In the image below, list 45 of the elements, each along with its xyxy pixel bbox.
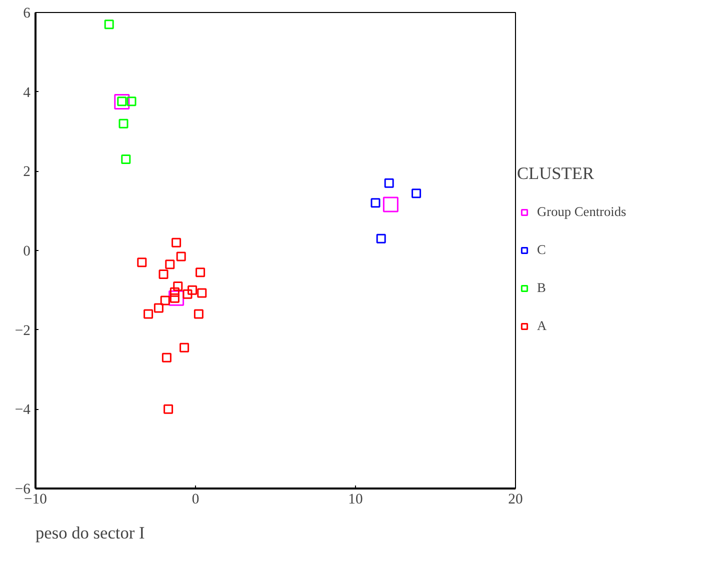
y-tick-label: −4 — [14, 402, 32, 418]
legend-title: CLUSTER — [517, 164, 596, 184]
point — [144, 309, 154, 319]
y-tick-label: −6 — [14, 482, 30, 498]
point — [126, 96, 136, 106]
point — [170, 287, 180, 297]
point — [118, 118, 128, 128]
legend-label: B — [537, 280, 547, 296]
y-tick-label: −2 — [14, 322, 30, 339]
x-tick-label: 0 — [192, 492, 200, 508]
point — [121, 154, 131, 164]
point — [412, 188, 422, 198]
point — [376, 234, 386, 244]
y-tick-label: 2 — [23, 164, 30, 180]
point — [172, 238, 182, 248]
point — [384, 178, 394, 188]
point — [137, 258, 147, 268]
point — [164, 404, 174, 414]
point — [173, 281, 183, 291]
point — [197, 288, 207, 298]
point — [160, 296, 170, 306]
point — [176, 252, 186, 262]
point — [168, 290, 184, 306]
point — [194, 309, 204, 319]
point — [154, 303, 164, 313]
x-tick-label: 10 — [348, 492, 363, 508]
x-tick-label: 20 — [508, 492, 523, 508]
point — [180, 342, 190, 352]
point — [382, 196, 398, 212]
point — [188, 285, 198, 295]
legend-label: A — [537, 318, 548, 334]
legend-label: C — [537, 242, 547, 258]
point — [182, 289, 192, 299]
y-tick-label: 4 — [23, 84, 32, 101]
point — [114, 94, 130, 110]
point — [196, 268, 206, 278]
y-tick-label: 6 — [23, 6, 30, 22]
point — [165, 260, 175, 270]
legend-label: Group Centroids — [537, 204, 626, 220]
x-axis-title: peso do sector I — [36, 524, 145, 542]
point — [370, 198, 380, 208]
point — [104, 20, 114, 30]
point — [162, 352, 172, 362]
point — [158, 270, 168, 280]
y-tick-label: 0 — [23, 244, 30, 260]
